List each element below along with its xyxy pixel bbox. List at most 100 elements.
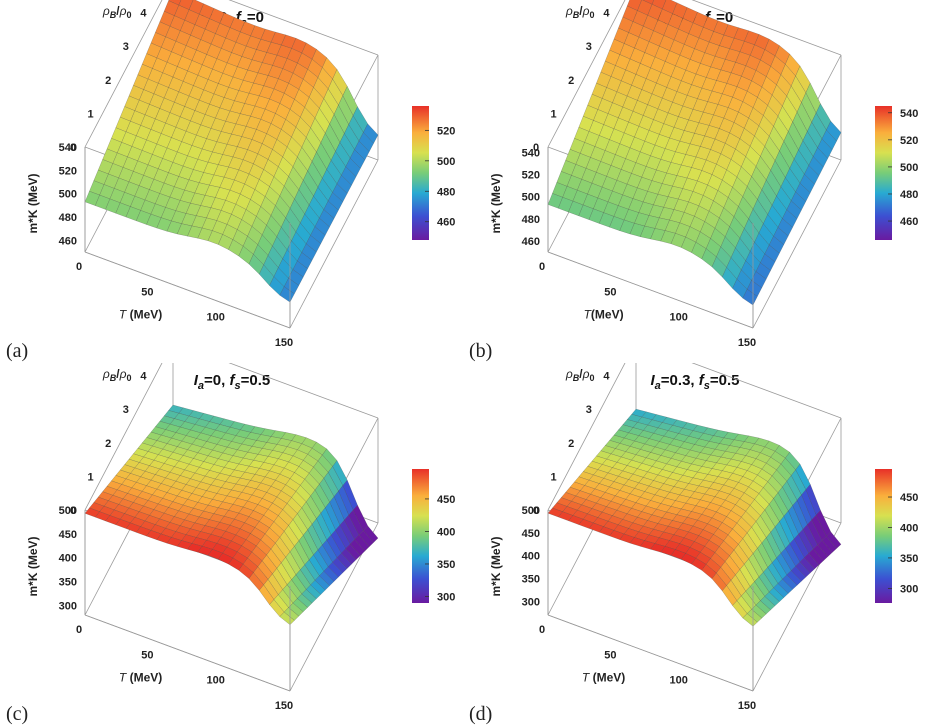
- y-tick-label: 4: [603, 371, 610, 383]
- colorbar-tick-label: 400: [900, 522, 918, 534]
- x-tick-label: 50: [141, 649, 153, 661]
- colorbar-tick-label: 400: [437, 526, 455, 538]
- z-tick-label: 500: [522, 192, 540, 204]
- surface-plot-svg: Ia=0.3, fs=0050100150T(MeV)012345ρB/ρ046…: [469, 0, 918, 362]
- panel-label: (c): [6, 703, 28, 725]
- z-tick-label: 460: [522, 236, 540, 248]
- z-tick-label: 480: [59, 212, 77, 224]
- y-tick-label: 2: [105, 438, 111, 450]
- x-axis-label: T (MeV): [119, 307, 162, 321]
- surface-mesh: [84, 404, 379, 626]
- x-tick-label: 100: [206, 312, 224, 324]
- surface-cell: [742, 613, 758, 627]
- colorbar-tick-label: 500: [437, 156, 455, 168]
- y-tick-label: 2: [105, 75, 111, 87]
- y-tick-label: 2: [568, 438, 574, 450]
- y-tick-label: 3: [123, 41, 129, 53]
- colorbar-tick-label: 500: [900, 162, 918, 174]
- y-tick-label: 1: [88, 471, 94, 483]
- z-tick-label: 400: [522, 551, 540, 563]
- z-tick-label: 300: [59, 600, 77, 612]
- x-tick-label: 100: [206, 675, 224, 687]
- y-tick-label: 0: [70, 505, 76, 517]
- z-tick-label: 500: [59, 505, 77, 517]
- y-tick-label: 1: [551, 471, 557, 483]
- colorbar-tick-label: 300: [900, 583, 918, 595]
- surface-cell: [279, 611, 295, 626]
- y-tick-label: 0: [533, 142, 539, 154]
- x-tick-label: 100: [669, 312, 687, 324]
- x-tick-label: 0: [539, 261, 545, 273]
- z-tick-label: 520: [59, 165, 77, 177]
- surface-cell: [742, 289, 758, 306]
- x-axis-label: T(MeV): [584, 307, 624, 321]
- surface-cell: [279, 286, 295, 303]
- chart-title: Ia=0.3, fs=0.5: [651, 372, 740, 392]
- y-tick-label: 3: [586, 404, 592, 416]
- colorbar: [412, 469, 429, 603]
- colorbar-tick-label: 350: [900, 553, 918, 565]
- z-axis-label: m*K (MeV): [26, 536, 40, 596]
- colorbar-tick-label: 480: [900, 189, 918, 201]
- colorbar: [412, 106, 429, 240]
- z-tick-label: 500: [522, 505, 540, 517]
- x-tick-label: 150: [275, 700, 293, 712]
- y-tick-label: 4: [603, 8, 610, 20]
- z-axis-label: m*K (MeV): [489, 173, 503, 233]
- y-tick-label: 1: [88, 108, 94, 120]
- x-tick-label: 0: [539, 624, 545, 636]
- y-tick-label: 0: [70, 142, 76, 154]
- z-axis-label: m*K (MeV): [489, 536, 503, 596]
- colorbar: [875, 106, 892, 240]
- z-tick-label: 350: [59, 577, 77, 589]
- surface-mesh: [547, 0, 842, 306]
- x-tick-label: 50: [604, 286, 616, 298]
- z-tick-label: 350: [522, 573, 540, 585]
- colorbar-tick-label: 450: [900, 492, 918, 504]
- x-tick-label: 150: [738, 337, 756, 349]
- y-tick-label: 3: [123, 404, 129, 416]
- z-tick-label: 450: [59, 529, 77, 541]
- colorbar: [875, 469, 892, 603]
- y-tick-label: 2: [568, 75, 574, 87]
- y-tick-label: 1: [551, 108, 557, 120]
- y-tick-label: 3: [586, 41, 592, 53]
- colorbar-tick-label: 520: [437, 125, 455, 137]
- panel-label: (a): [6, 340, 28, 362]
- x-tick-label: 0: [76, 624, 82, 636]
- z-tick-label: 460: [59, 235, 77, 247]
- z-tick-label: 540: [522, 148, 540, 160]
- x-tick-label: 150: [275, 337, 293, 349]
- x-tick-label: 50: [141, 286, 153, 298]
- chart-title: Ia=0, fs=0.5: [194, 372, 270, 392]
- z-tick-label: 520: [522, 170, 540, 182]
- colorbar-tick-label: 460: [900, 216, 918, 228]
- colorbar-tick-label: 450: [437, 494, 455, 506]
- y-tick-label: 0: [533, 505, 539, 517]
- colorbar-tick-label: 480: [437, 186, 455, 198]
- colorbar-tick-label: 460: [437, 217, 455, 229]
- z-tick-label: 450: [522, 528, 540, 540]
- z-axis-label: m*K (MeV): [26, 173, 40, 233]
- colorbar-tick-label: 520: [900, 135, 918, 147]
- colorbar-tick-label: 300: [437, 591, 455, 603]
- z-tick-label: 540: [59, 142, 77, 154]
- y-tick-label: 4: [140, 8, 147, 20]
- y-axis-label: ρB/ρ0: [565, 4, 595, 20]
- x-tick-label: 100: [669, 675, 687, 687]
- panel-label: (b): [469, 340, 492, 362]
- z-tick-label: 500: [59, 189, 77, 201]
- y-axis-label: ρB/ρ0: [102, 367, 132, 383]
- surface-mesh: [84, 0, 379, 303]
- x-tick-label: 150: [738, 700, 756, 712]
- colorbar-tick-label: 540: [900, 108, 918, 120]
- z-tick-label: 480: [522, 214, 540, 226]
- y-axis-label: ρB/ρ0: [565, 367, 595, 383]
- x-tick-label: 0: [76, 261, 82, 273]
